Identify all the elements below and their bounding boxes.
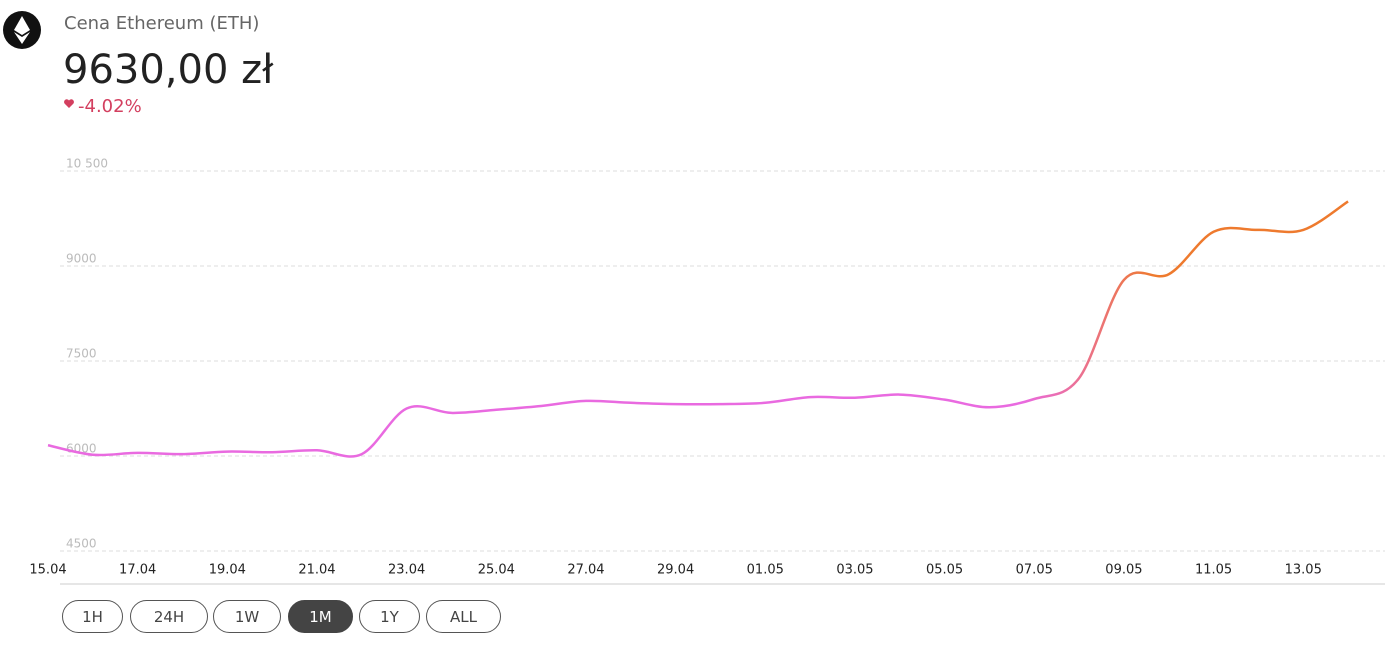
x-tick-label: 15.04 [29,563,66,578]
y-tick-label: 4500 [66,537,97,551]
range-button[interactable]: 1H [62,600,123,633]
x-tick-label: 09.05 [1105,563,1142,578]
x-tick-label: 11.05 [1195,563,1232,578]
price-change: -4.02% [78,96,142,117]
range-button[interactable]: 1Y [359,600,420,633]
price: 9630,00 zł [63,47,274,93]
range-button[interactable]: 24H [130,600,208,633]
y-tick-label: 10 500 [66,157,108,171]
x-tick-label: 05.05 [926,563,963,578]
x-tick-label: 01.05 [747,563,784,578]
x-tick-label: 13.05 [1285,563,1322,578]
x-tick-label: 07.05 [1016,563,1053,578]
x-tick-label: 27.04 [567,563,604,578]
x-tick-label: 25.04 [478,563,515,578]
range-button[interactable]: 1W [213,600,281,633]
x-tick-label: 03.05 [836,563,873,578]
range-button[interactable]: ALL [426,600,501,633]
eth-icon [3,11,41,49]
y-tick-label: 9000 [66,252,97,266]
heart-icon [64,99,74,108]
range-button[interactable]: 1M [288,600,353,633]
x-tick-label: 23.04 [388,563,425,578]
x-tick-label: 21.04 [298,563,335,578]
title: Cena Ethereum (ETH) [64,13,259,34]
y-tick-label: 7500 [66,347,97,361]
price-line [47,200,1349,458]
x-tick-label: 29.04 [657,563,694,578]
x-tick-label: 17.04 [119,563,156,578]
x-tick-label: 19.04 [209,563,246,578]
